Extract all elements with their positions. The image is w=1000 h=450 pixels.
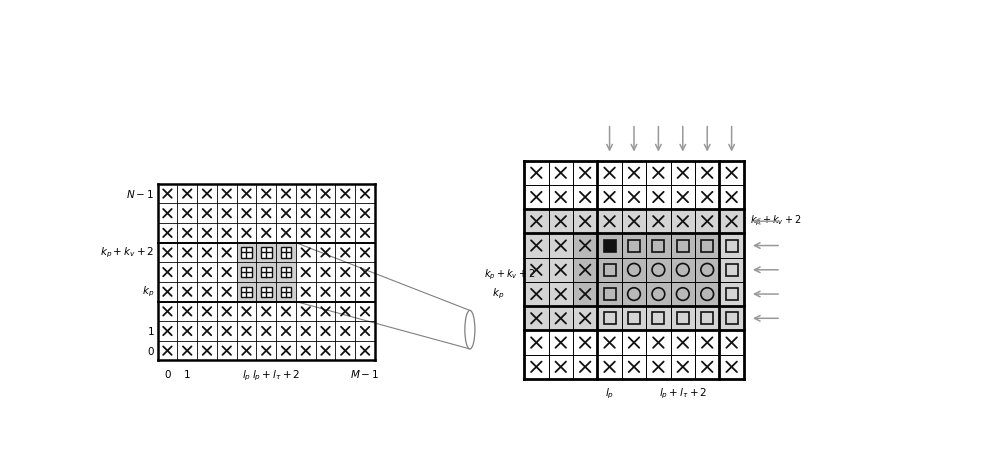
Bar [628, 239, 640, 252]
Bar [726, 239, 738, 252]
Text: $l_p$: $l_p$ [242, 368, 251, 382]
Bar [701, 239, 713, 252]
Text: $1$: $1$ [183, 368, 191, 380]
Bar [604, 288, 616, 300]
Bar [726, 288, 738, 300]
Bar [241, 247, 252, 258]
Text: $l_p+l_\tau+2$: $l_p+l_\tau+2$ [659, 387, 707, 401]
Bar [726, 264, 738, 276]
Text: $k_p$: $k_p$ [142, 284, 154, 299]
Bar [652, 312, 664, 324]
Bar [524, 209, 744, 330]
Bar [241, 287, 252, 297]
Bar [604, 239, 616, 252]
Bar [261, 247, 272, 258]
Bar [573, 234, 719, 306]
Bar [652, 239, 664, 252]
Bar [261, 287, 272, 297]
Text: $k_p$: $k_p$ [492, 287, 505, 301]
Bar [604, 312, 616, 324]
Bar [281, 247, 291, 258]
Text: $M-1$: $M-1$ [350, 368, 380, 380]
Bar [237, 243, 296, 302]
Text: $k_p+k_v+2$: $k_p+k_v+2$ [484, 267, 535, 282]
Bar [261, 267, 272, 277]
Text: $0$: $0$ [147, 345, 154, 357]
Text: $k_p+k_v+2$: $k_p+k_v+2$ [100, 245, 154, 260]
Bar [628, 312, 640, 324]
Text: $0$: $0$ [164, 368, 171, 380]
Text: $1$: $1$ [147, 325, 154, 337]
Bar [701, 312, 713, 324]
Text: $l_p$: $l_p$ [605, 387, 614, 401]
Text: $l_p+l_\tau+2$: $l_p+l_\tau+2$ [252, 368, 300, 382]
Bar [241, 267, 252, 277]
Bar [726, 312, 738, 324]
Ellipse shape [465, 310, 475, 349]
Bar [281, 267, 291, 277]
Bar [281, 287, 291, 297]
Bar [604, 264, 616, 276]
Bar [677, 312, 689, 324]
Text: $N-1$: $N-1$ [126, 188, 154, 199]
Text: $k_p+k_v+2$: $k_p+k_v+2$ [750, 214, 801, 229]
Bar [677, 239, 689, 252]
